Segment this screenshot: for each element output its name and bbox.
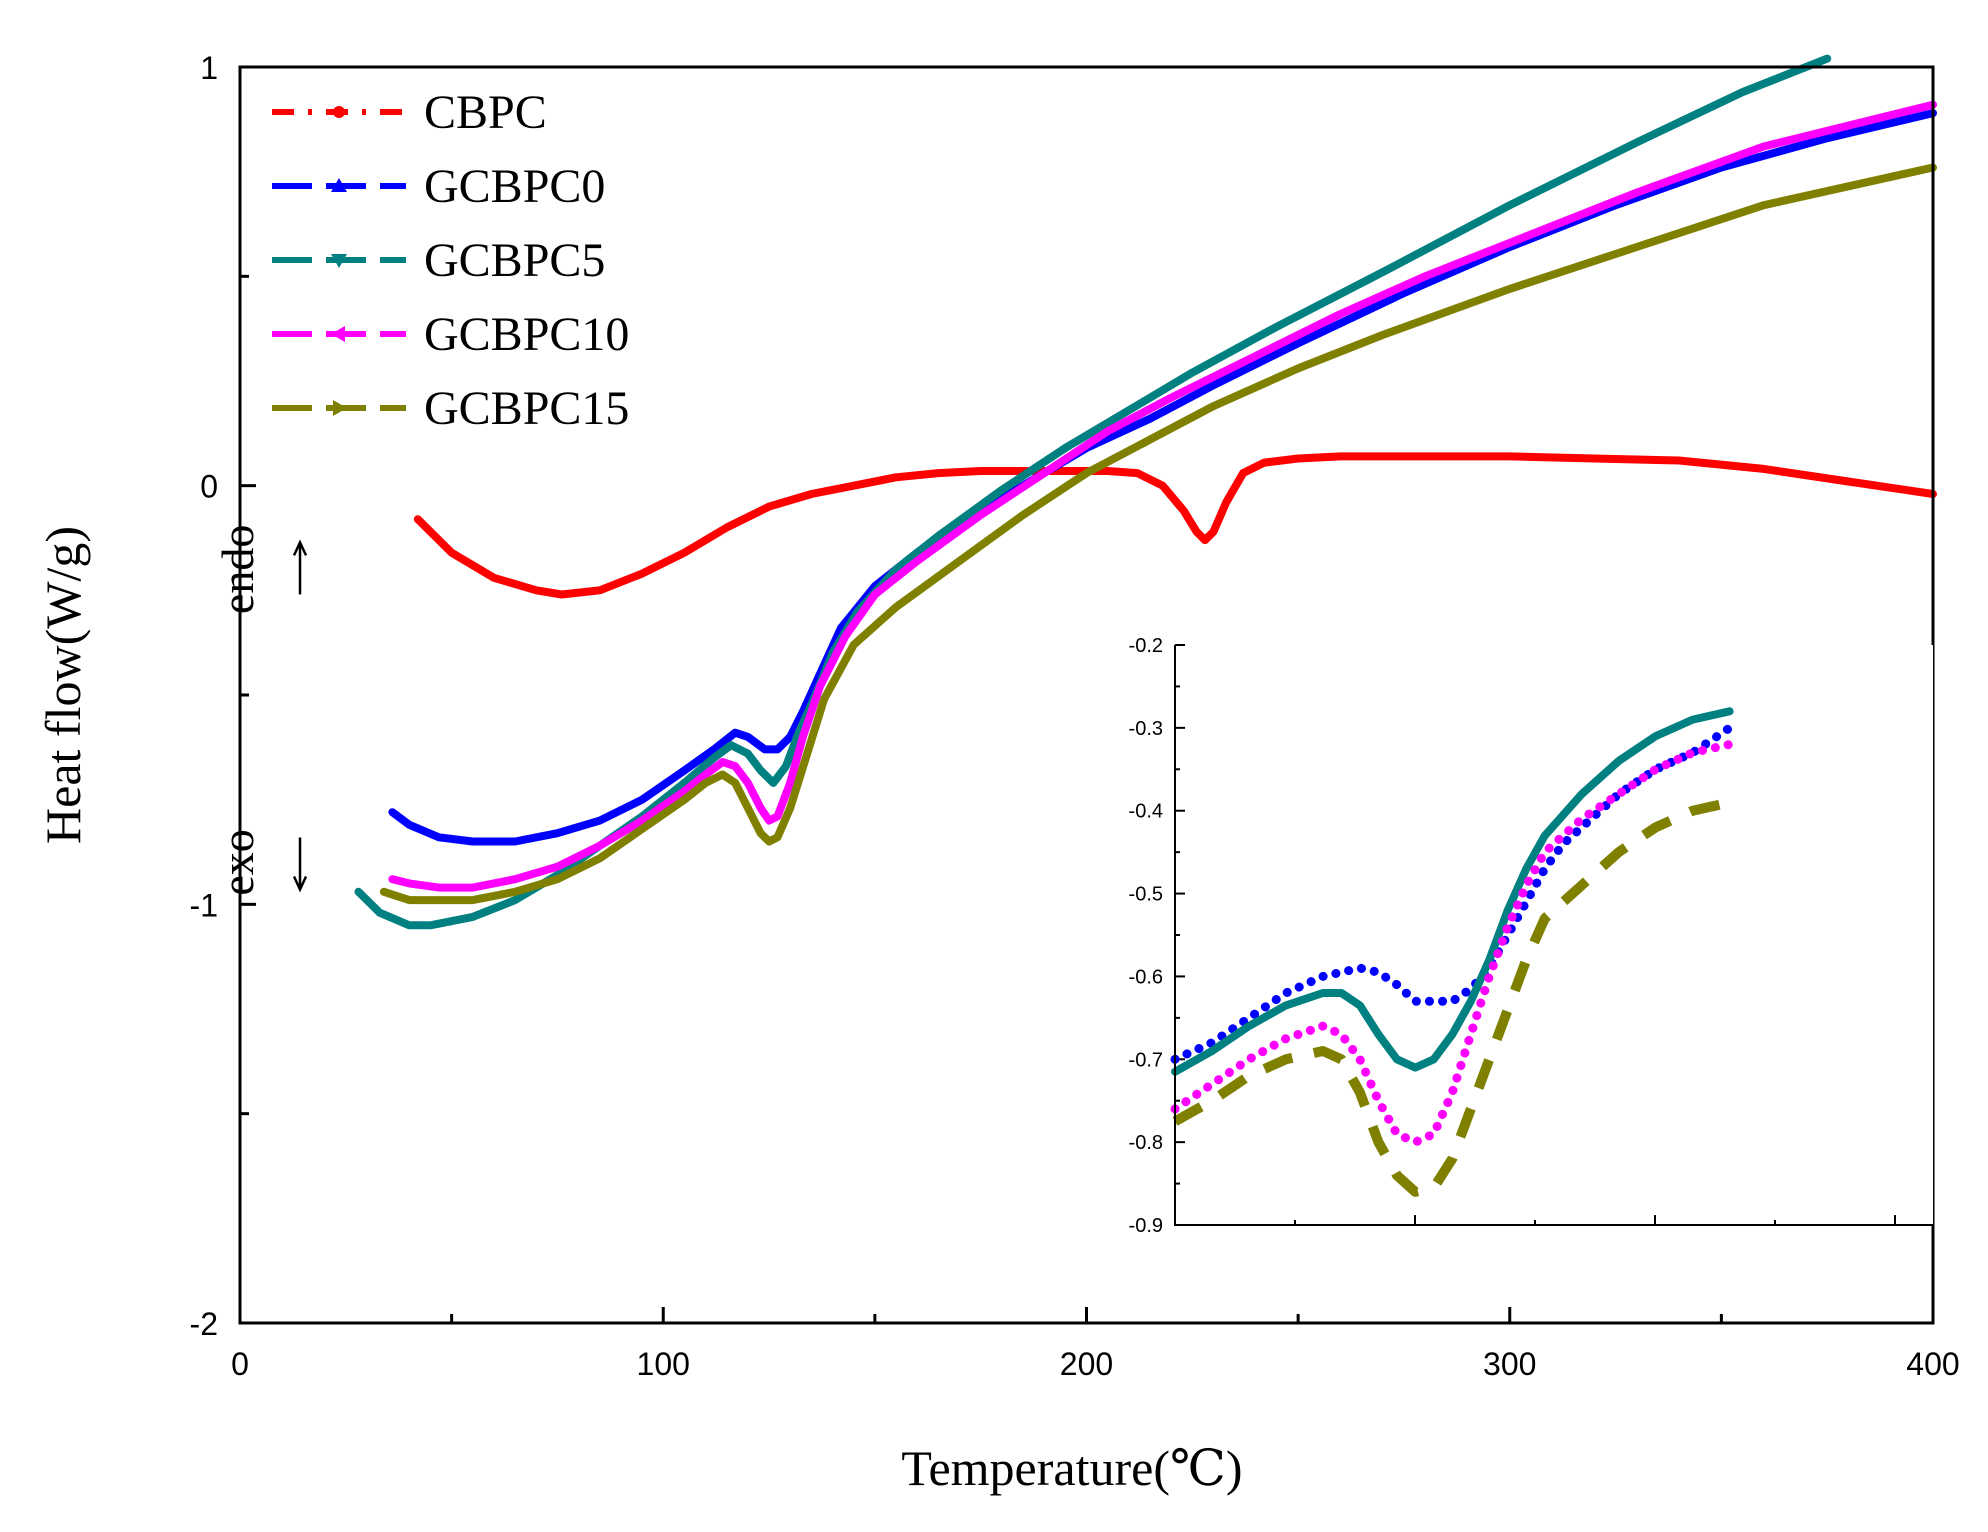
x-tick-label: 400 [1906,1346,1959,1382]
inset-tick-labels: -0.9 -0.8 -0.7 -0.6 -0.5 -0.4 -0.3 -0.2 [1129,635,1163,1237]
inset-y-tick-label: -0.3 [1129,718,1163,740]
inset-axis-lines [1174,645,1933,1226]
legend-marker-gcbpc10 [331,326,345,342]
series-line-gcbpc0 [388,109,1937,846]
series-line-cbpc [413,452,1937,599]
legend-label-gcbpc0: GCBPC0 [424,160,605,213]
endo-exo-annotations: endo exo [212,525,308,896]
x-tick-label: 100 [637,1346,690,1382]
arrow-up-head-icon [292,539,308,556]
inset-series-line-gcbpc15 [1172,797,1731,1197]
x-tick-label: 0 [231,1346,249,1382]
inset-plot: -0.9 -0.8 -0.7 -0.6 -0.5 -0.4 -0.3 -0.2 [1129,635,1933,1237]
annotation-exo: exo [212,829,263,895]
y-axis-title: Heat flow(W/g) [35,526,91,844]
inset-y-tick-label: -0.7 [1129,1049,1163,1071]
legend-marker-gcbpc15 [333,400,347,416]
legend-marker-gcbpc0 [331,178,347,192]
y-tick-label: 0 [200,469,218,505]
inset-y-tick-label: -0.8 [1129,1132,1163,1154]
inset-y-tick-label: -0.5 [1129,884,1163,906]
inset-y-tick-label: -0.2 [1129,635,1163,657]
annotation-endo: endo [212,525,263,614]
x-tick-label: 300 [1483,1346,1536,1382]
x-tick-label: 200 [1060,1346,1113,1382]
legend-label-gcbpc5: GCBPC5 [424,234,605,287]
x-axis-title: Temperature(℃) [901,1440,1242,1496]
inset-y-tick-label: -0.9 [1129,1215,1163,1237]
inset-series-line-gcbpc10 [1170,739,1735,1147]
series-line-gcbpc10 [388,100,1937,892]
y-tick-label: 1 [200,50,218,86]
inset-series-lines [1170,707,1735,1197]
main-tick-labels: 0 100 200 300 400 -2 -1 0 1 [190,50,1960,1382]
legend-label-gcbpc15: GCBPC15 [424,382,629,435]
legend-marker-cbpc [333,106,345,118]
legend-label-gcbpc10: GCBPC10 [424,308,629,361]
y-tick-label: -2 [190,1306,218,1342]
arrow-down-head-icon [292,875,308,893]
series-line-gcbpc5 [354,54,1832,930]
legend-marker-gcbpc5 [331,254,347,268]
inset-background [1175,645,1933,1225]
y-tick-label: -1 [190,887,218,923]
main-series-lines [354,54,1937,930]
inset-series-line-gcbpc5 [1171,707,1734,1076]
series-line-gcbpc15 [379,163,1937,905]
legend: CBPC GCBPC0 GCBPC5 GCBPC10 GCBPC15 [272,86,629,435]
inset-y-tick-label: -0.6 [1129,966,1163,988]
legend-label-cbpc: CBPC [424,86,547,139]
inset-y-tick-label: -0.4 [1129,801,1163,823]
